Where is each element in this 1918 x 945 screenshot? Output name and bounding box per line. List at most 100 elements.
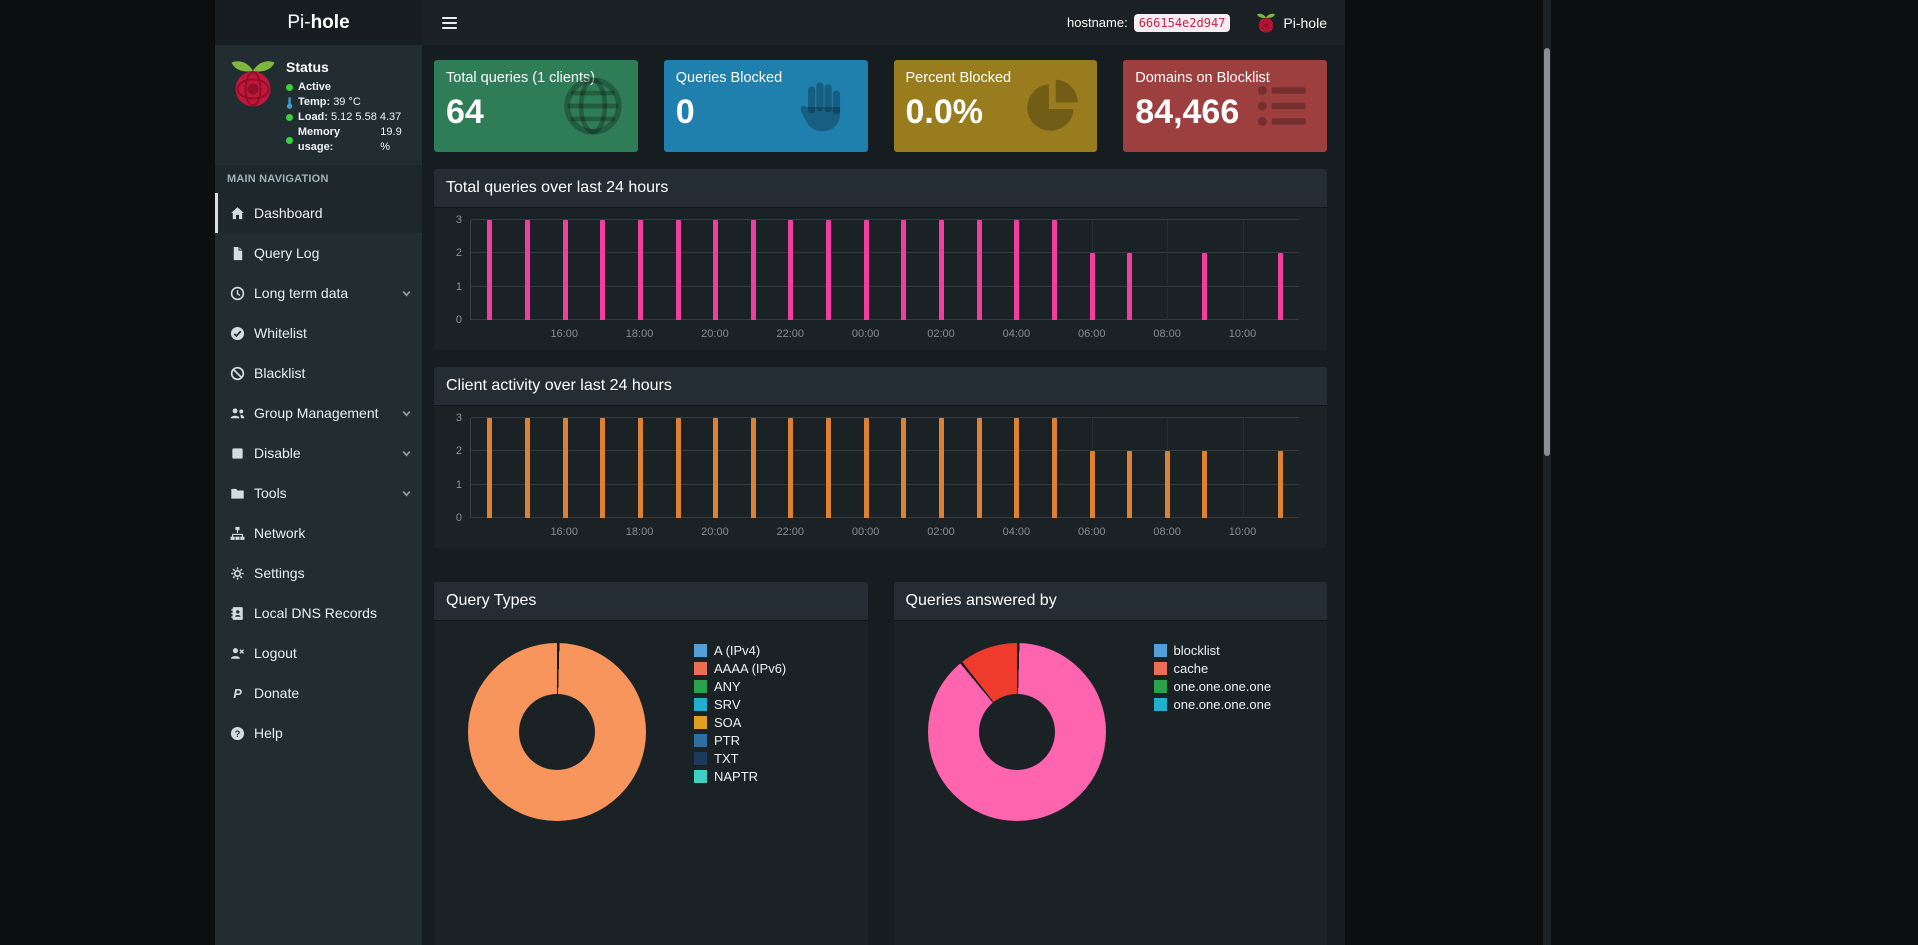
legend-label: PTR [714, 732, 740, 748]
legend-aaaa-ipv6[interactable]: AAAA (IPv6) [694, 659, 786, 677]
sidebar-item-tools[interactable]: Tools [215, 473, 422, 513]
browser-viewport: Pi-hole hostname: 666154e2d947 Pi-hole S… [215, 0, 1345, 945]
legend-swatch [694, 751, 707, 765]
answered-by-legend: blocklist cache one.one.one.one one.one.one… [1153, 635, 1272, 821]
sidebar-item-donate[interactable]: P Donate [215, 673, 422, 713]
legend-label: SRV [714, 696, 741, 712]
status-dot-icon [286, 114, 293, 121]
legend-txt[interactable]: TXT [694, 749, 786, 767]
card-domains-on-blocklist[interactable]: Domains on Blocklist 84,466 [1123, 60, 1327, 152]
bar [901, 220, 907, 320]
question-circle-icon: ? [230, 726, 254, 741]
sidebar-item-long-term-data[interactable]: Long term data [215, 273, 422, 313]
status-panel: Status Active Temp: 39 °C Load: 5.12 5.58 4.… [215, 45, 422, 165]
legend-ptr[interactable]: PTR [694, 731, 786, 749]
sidebar-toggle-button[interactable] [437, 11, 462, 35]
app-logo[interactable]: Pi-hole [215, 0, 422, 45]
card-percent-blocked[interactable]: Percent Blocked 0.0% [893, 60, 1098, 152]
sidebar-item-disable[interactable]: Disable [215, 433, 422, 473]
status-dot-icon [286, 84, 293, 91]
card-title: Queries Blocked [675, 70, 783, 86]
raspberry-icon [1256, 12, 1276, 34]
sidebar-item-label: Logout [254, 645, 297, 661]
status-memory-usage: Memory usage: 19.9 % [286, 125, 414, 155]
bar [1202, 253, 1208, 320]
sidebar-item-whitelist[interactable]: Whitelist [215, 313, 422, 353]
sidebar-item-dashboard[interactable]: Dashboard [215, 193, 422, 233]
bar [637, 418, 643, 518]
sidebar-item-network[interactable]: Network [215, 513, 422, 553]
address-book-icon [230, 606, 254, 621]
total-queries-chart: 0 1 2 3 16:00 18:00 20:00 22:00 00:00 02:00 04:00 0… [442, 214, 1313, 346]
legend-swatch [694, 715, 707, 729]
sidebar-item-label: Dashboard [254, 205, 323, 221]
card-value: 84,466 [1135, 93, 1240, 131]
sidebar-item-group-management[interactable]: Group Management [215, 393, 422, 433]
list-alt-icon [1249, 75, 1315, 137]
card-total-queries-1-clients[interactable]: Total queries (1 clients) 64 [434, 60, 638, 152]
user-times-icon [230, 646, 254, 661]
bar [750, 220, 756, 320]
sidebar-item-local-dns-records[interactable]: Local DNS Records [215, 593, 422, 633]
legend-naptr[interactable]: NAPTR [694, 767, 786, 785]
legend-swatch [694, 769, 707, 783]
legend-one-one-one-one[interactable]: one.one.one.one [1153, 677, 1271, 695]
scrollbar-track [1543, 0, 1551, 945]
legend-srv[interactable]: SRV [694, 695, 786, 713]
sidebar-item-label: Long term data [254, 285, 349, 301]
legend-swatch [694, 661, 707, 675]
legend-a-ipv4[interactable]: A (IPv4) [694, 641, 786, 659]
legend-label: ANY [714, 678, 741, 694]
legend-blocklist[interactable]: blocklist [1153, 641, 1272, 659]
bar [487, 418, 493, 518]
bar [826, 220, 832, 320]
bar [713, 220, 719, 320]
thermometer-icon [286, 96, 293, 109]
clock-icon [230, 286, 254, 301]
donut-hole [519, 694, 595, 770]
sidebar-item-blacklist[interactable]: Blacklist [215, 353, 422, 393]
scrollbar-thumb[interactable] [1544, 48, 1550, 456]
legend-one-one-one-one[interactable]: one.one.one.one [1153, 695, 1272, 713]
chevron-down-icon [401, 448, 412, 459]
sidebar-item-logout[interactable]: Logout [215, 633, 422, 673]
bar-plot-area [470, 219, 1299, 320]
panel-answered-by: Queries answered by blocklist cache one.on… [893, 582, 1327, 945]
bar [600, 220, 606, 320]
sidebar-item-help[interactable]: ? Help [215, 713, 422, 753]
panel-title-client-activity: Client activity over last 24 hours [434, 367, 1327, 406]
panel-query-types: Query Types A (IPv4) AAAA (IPv6) ANY SRV SOA… [434, 582, 868, 945]
status-temp: Temp: 39 °C [286, 95, 414, 110]
folder-icon [230, 486, 254, 501]
sitemap-icon [230, 526, 254, 541]
hostname-label: hostname: [1067, 15, 1128, 30]
sidebar-item-query-log[interactable]: Query Log [215, 233, 422, 273]
sidebar-item-label: Network [254, 525, 306, 541]
file-icon [230, 246, 254, 261]
bar [1089, 451, 1095, 518]
sidebar: Status Active Temp: 39 °C Load: 5.12 5.58 4.… [215, 45, 422, 945]
bar [1051, 418, 1057, 518]
card-queries-blocked[interactable]: Queries Blocked 0 [663, 60, 868, 152]
paypal-icon: P [230, 686, 254, 701]
brand-label: Pi-hole [1283, 14, 1327, 31]
bar [788, 220, 794, 320]
legend-swatch [694, 643, 707, 657]
hand-paper-icon [790, 75, 856, 137]
legend-label: AAAA (IPv6) [714, 660, 787, 676]
legend-any[interactable]: ANY [694, 677, 786, 695]
legend-label: one.one.one.one [1173, 696, 1272, 712]
bar [938, 220, 944, 320]
navbar-brand[interactable]: Pi-hole [1256, 12, 1327, 34]
logo-text-suffix: hole [310, 12, 350, 33]
legend-label: cache [1173, 660, 1209, 676]
legend-cache[interactable]: cache [1153, 659, 1272, 677]
legend-soa[interactable]: SOA [694, 713, 786, 731]
ban-icon [230, 366, 254, 381]
sidebar-item-settings[interactable]: Settings [215, 553, 422, 593]
legend-swatch [1153, 643, 1167, 657]
svg-text:P: P [233, 687, 242, 701]
raspberry-icon [229, 57, 277, 111]
chevron-down-icon [401, 408, 412, 419]
